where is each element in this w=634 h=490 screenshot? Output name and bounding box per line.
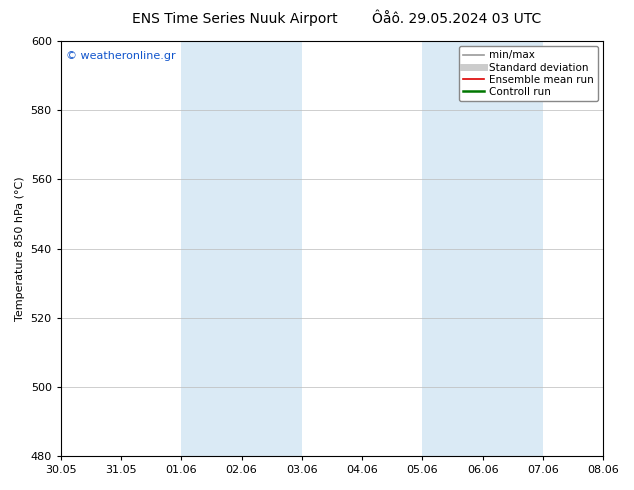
Text: Ôåô. 29.05.2024 03 UTC: Ôåô. 29.05.2024 03 UTC <box>372 12 541 26</box>
Text: ENS Time Series Nuuk Airport: ENS Time Series Nuuk Airport <box>132 12 337 26</box>
Bar <box>181 41 302 456</box>
Legend: min/max, Standard deviation, Ensemble mean run, Controll run: min/max, Standard deviation, Ensemble me… <box>459 46 598 101</box>
Y-axis label: Temperature 850 hPa (°C): Temperature 850 hPa (°C) <box>15 176 25 321</box>
Bar <box>422 41 543 456</box>
Text: © weatheronline.gr: © weatheronline.gr <box>67 51 176 61</box>
